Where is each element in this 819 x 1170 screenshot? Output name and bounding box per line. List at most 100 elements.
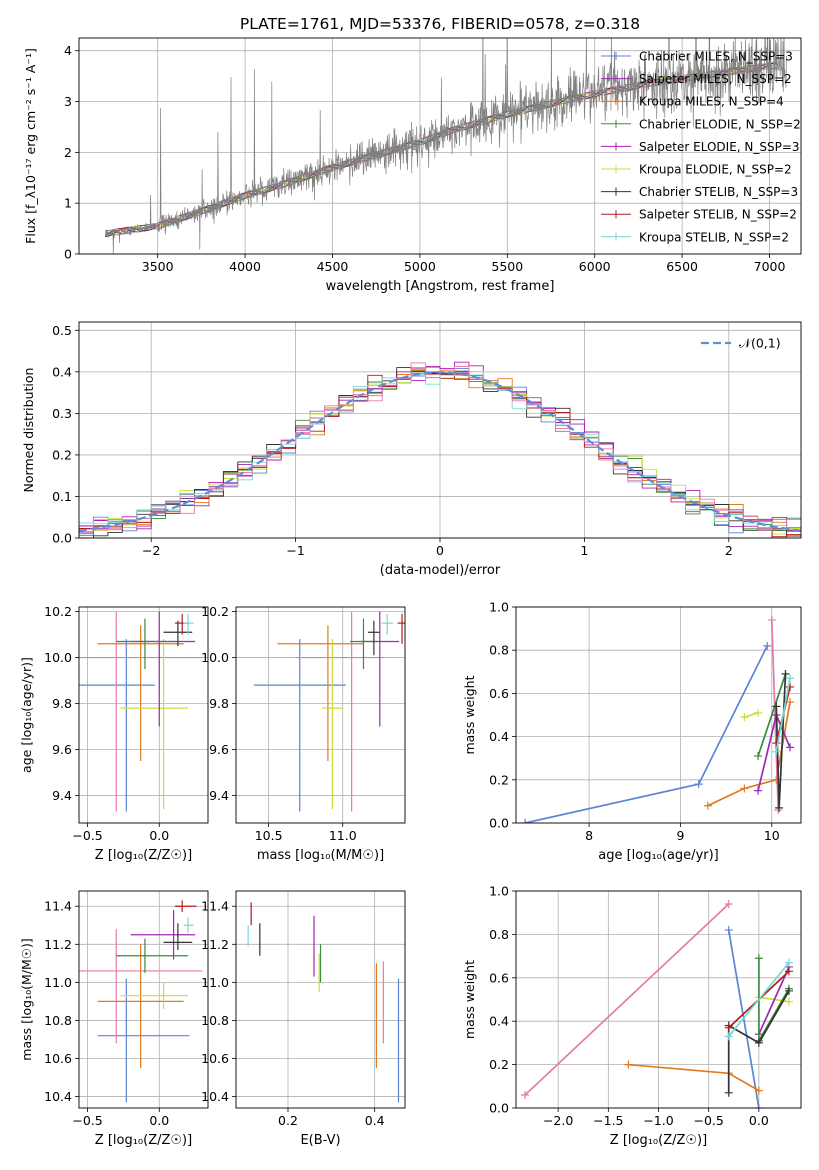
data-layer [104,38,788,254]
series-point [772,747,781,756]
x-tick-label: 3500 [142,259,174,274]
y-tick-label: 0.8 [489,927,509,942]
y-axis-label: age [log₁₀(age/yr)] [19,657,34,773]
x-axis-label: E(B-V) [300,1133,340,1148]
y-tick-label: 11.2 [201,937,229,952]
x-tick-label: 0.0 [149,828,169,843]
axes-frame [78,37,802,255]
y-tick-label: 9.6 [209,742,229,757]
legend-entry: Kroupa MILES, N_SSP=4 [639,95,784,109]
y-tick-label: 1.0 [489,884,509,899]
y-tick-label: 0.3 [52,406,72,421]
panel-spectrum: 3500 4000 4500 5000 5500 6000 6500 7000 0 1 2 3 4 wav… [23,37,802,294]
series-line [628,1063,760,1092]
y-tick-label: 10.4 [44,1089,72,1104]
series-point [786,674,795,683]
legend-entry: 𝒩(0,1) [739,336,781,351]
x-tick-label: 5000 [404,259,436,274]
series-point [754,1038,763,1047]
series-point [521,819,530,823]
y-tick-label: 0.4 [489,729,509,744]
data-layer [79,361,801,538]
y-tick-label: 11.0 [201,975,229,990]
y-tick-label: 0.6 [489,970,509,985]
series-point [763,641,772,650]
y-tick-label: 10.2 [44,604,72,619]
legend: 𝒩(0,1) [701,336,781,351]
series-point [772,702,781,711]
series-line [524,903,730,1096]
series-point [786,743,795,752]
x-tick-label: −2 [142,543,160,558]
y-tick-label: 11.4 [44,899,72,914]
y-tick-label: 3 [64,94,72,109]
y-tick-label: 10.2 [201,604,229,619]
x-axis-label: Z [log₁₀(Z/Z☉)] [95,848,192,863]
legend-entry: Chabrier STELIB, N_SSP=3 [639,185,798,199]
axes-frame [515,890,802,1109]
series-point [754,1104,763,1108]
x-axis-label: wavelength [Angstrom, rest frame] [326,279,555,294]
axes-frame [515,606,802,824]
x-tick-label: −0.5 [693,1113,723,1128]
y-tick-label: 0.2 [489,772,509,787]
x-tick-label: 0.4 [365,1113,385,1128]
x-tick-label: 0.0 [149,1113,169,1128]
data-layer [521,615,795,823]
y-tick-label: 1 [64,196,72,211]
series-point [740,713,749,722]
series-line [757,673,787,757]
x-tick-label: −0.5 [72,1113,102,1128]
x-tick-label: 0.2 [278,1113,298,1128]
histogram-step [79,362,801,531]
y-tick-label: 10.4 [201,1089,229,1104]
series-point [784,967,793,976]
y-tick-label: 11.2 [44,937,72,952]
y-tick-label: 0.6 [489,686,509,701]
x-tick-label: 4000 [229,259,261,274]
x-tick-label: 6500 [666,259,698,274]
legend-entry: Kroupa STELIB, N_SSP=2 [639,230,789,244]
x-tick-label: 0.0 [749,1113,769,1128]
series-point [784,958,793,967]
legend: Chabrier MILES, N_SSP=3 Salpeter MILES, N… [601,50,801,244]
y-tick-label: 0.8 [489,643,509,658]
y-tick-label: 9.8 [209,696,229,711]
x-tick-label: −1.5 [593,1113,623,1128]
y-tick-label: 10.6 [44,1051,72,1066]
series-point [724,926,733,935]
plot-area [79,891,208,1108]
series-line [775,678,791,752]
y-tick-label: 0 [64,247,72,262]
series-point [694,780,703,789]
series-line [758,966,790,1035]
x-tick-label: −1 [286,543,304,558]
x-tick-label: 9 [676,828,684,843]
series-point [786,698,795,707]
series-line [728,962,790,1037]
y-tick-label: 10.0 [201,650,229,665]
y-tick-label: 0.0 [489,816,509,831]
y-axis-label: mass weight [462,960,477,1039]
series-point [703,801,712,810]
series-point [754,954,763,963]
series-point [521,1090,530,1099]
panel-mass_vs_z: −0.5 0.0 10.4 10.6 10.8 11.0 11.2 11.4 Z [log₁₀(… [19,890,209,1148]
series-point [754,708,763,717]
x-tick-label: 4500 [317,259,349,274]
data-layer [79,900,203,1103]
x-tick-label: 5500 [491,259,523,274]
y-tick-label: 9.8 [52,696,72,711]
series-point [724,1032,733,1041]
legend-entry: Salpeter STELIB, N_SSP=2 [639,208,797,222]
data-layer [79,611,203,812]
y-tick-label: 1.0 [489,600,509,615]
legend-entry: Kroupa ELODIE, N_SSP=2 [639,163,792,177]
y-tick-label: 0.4 [52,364,72,379]
x-axis-label: mass [log₁₀(M/M☉)] [257,848,384,863]
legend-entry: Chabrier MILES, N_SSP=3 [639,50,793,64]
panel-weight_vs_age: 8 9 10 0.0 0.2 0.4 0.6 0.8 1.0 age [log₁₀(age/yr)… [462,600,802,863]
y-tick-label: 10.8 [44,1013,72,1028]
legend-entry: Salpeter ELODIE, N_SSP=3 [639,140,800,154]
